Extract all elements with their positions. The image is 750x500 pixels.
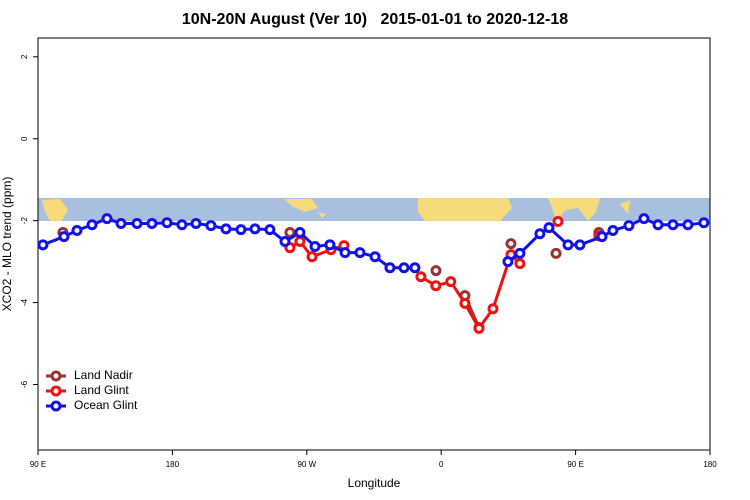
point (667, 219, 679, 231)
point (306, 251, 318, 263)
land (620, 200, 630, 214)
legend-marker (50, 385, 62, 397)
point (309, 240, 321, 252)
point (115, 218, 127, 230)
y-tick-label: -2 (20, 217, 29, 225)
point (562, 239, 574, 251)
point (487, 303, 499, 315)
x-tick-label: 0 (439, 460, 444, 469)
x-tick-label: 180 (166, 460, 180, 469)
legend-label: Ocean Glint (74, 398, 138, 412)
point (623, 220, 635, 232)
point (552, 215, 564, 227)
point (384, 262, 396, 274)
point (339, 247, 351, 259)
land (284, 199, 318, 212)
y-tick-label: -6 (20, 380, 29, 388)
point (131, 218, 143, 230)
point (550, 247, 562, 259)
point (682, 219, 694, 231)
point (279, 236, 291, 248)
point (176, 219, 188, 231)
point (37, 239, 49, 251)
point (284, 227, 296, 239)
land (418, 198, 512, 221)
point (235, 224, 247, 236)
point (652, 219, 664, 231)
point (205, 220, 217, 232)
x-tick-label: 90 E (567, 460, 583, 469)
point (574, 239, 586, 251)
x-tick-label: 180 (703, 460, 717, 469)
point (58, 231, 70, 243)
y-tick-label: -4 (20, 298, 29, 306)
point (324, 239, 336, 251)
point (264, 224, 276, 236)
point (354, 247, 366, 259)
x-axis-label: Longitude (348, 476, 401, 490)
legend-marker (50, 400, 62, 412)
chart-title: 10N-20N August (Ver 10) 2015-01-01 to 20… (182, 11, 568, 28)
y-tick-label: 0 (20, 136, 29, 141)
point (294, 227, 306, 239)
plot-frame (37, 37, 711, 451)
legend-marker (50, 370, 62, 382)
point (146, 218, 158, 230)
point (220, 223, 232, 235)
point (430, 280, 442, 292)
point (190, 218, 202, 230)
point (101, 213, 113, 225)
point (534, 228, 546, 240)
y-tick-label: 2 (20, 54, 29, 59)
y-axis-label: XCO2 - MLO trend (ppm) (0, 177, 14, 312)
x-tick-label: 90 W (297, 460, 316, 469)
ocean (38, 198, 710, 221)
point (369, 251, 381, 263)
point (698, 217, 710, 229)
point (473, 322, 485, 334)
land (318, 212, 326, 218)
point (445, 276, 457, 288)
point (514, 247, 526, 259)
point (415, 271, 427, 283)
x-tick-label: 90 E (30, 460, 46, 469)
point (459, 297, 471, 309)
point (86, 219, 98, 231)
point (607, 224, 619, 236)
point (543, 222, 555, 234)
point (638, 213, 650, 225)
point (505, 238, 517, 250)
point (294, 236, 306, 248)
point (161, 217, 173, 229)
point (596, 231, 608, 243)
point (409, 262, 421, 274)
point (398, 262, 410, 274)
point (249, 223, 261, 235)
point (71, 224, 83, 236)
point (514, 258, 526, 270)
point (502, 256, 514, 268)
point (430, 265, 442, 277)
legend-label: Land Glint (74, 383, 129, 397)
legend-label: Land Nadir (74, 368, 133, 382)
land (548, 198, 600, 221)
land (42, 199, 68, 221)
map-strip (38, 198, 710, 221)
